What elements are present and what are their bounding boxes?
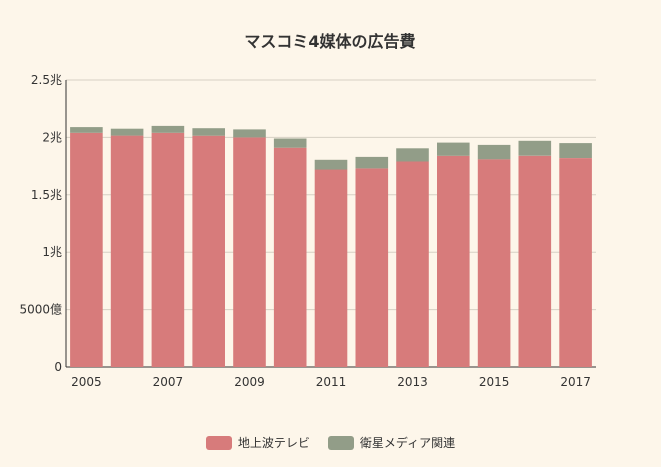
bar-satellite-2012 — [355, 156, 389, 169]
bar-terrestrial-2016 — [518, 155, 552, 367]
y-tick-label: 0 — [54, 360, 62, 374]
bar-satellite-2013 — [396, 148, 429, 162]
y-tick-label: 5000億 — [19, 303, 62, 317]
bar-terrestrial-2008 — [192, 135, 225, 367]
y-tick-label: 1兆 — [42, 245, 62, 259]
x-tick-label: 2009 — [234, 375, 265, 389]
bar-satellite-2015 — [477, 144, 511, 160]
bar-satellite-2005 — [70, 127, 103, 133]
bar-satellite-2009 — [233, 129, 266, 138]
legend-item-terrestrial[interactable]: 地上波テレビ — [205, 434, 310, 451]
x-tick-label: 2013 — [397, 375, 428, 389]
y-tick-label: 2兆 — [42, 130, 62, 144]
bar-terrestrial-2009 — [233, 137, 266, 367]
bar-terrestrial-2014 — [437, 155, 470, 367]
chart-title: マスコミ4媒体の広告費 — [244, 32, 415, 51]
bar-terrestrial-2007 — [151, 132, 185, 367]
bar-satellite-2016 — [518, 140, 552, 156]
legend-label-terrestrial: 地上波テレビ — [237, 436, 310, 450]
x-tick-label: 2015 — [479, 375, 510, 389]
bar-terrestrial-2013 — [396, 161, 429, 367]
legend: 地上波テレビ 衛星メディア関連 — [0, 434, 661, 451]
bar-satellite-2006 — [110, 128, 144, 136]
bar-satellite-2008 — [192, 128, 225, 136]
y-tick-label: 2.5兆 — [31, 73, 62, 87]
legend-swatch-terrestrial — [205, 435, 232, 450]
bar-satellite-2011 — [314, 159, 348, 170]
bar-terrestrial-2005 — [70, 132, 103, 367]
bar-satellite-2014 — [437, 142, 470, 156]
x-tick-label: 2011 — [316, 375, 347, 389]
bar-terrestrial-2011 — [314, 169, 348, 367]
bar-satellite-2010 — [273, 138, 307, 148]
bar-satellite-2007 — [151, 125, 185, 133]
x-tick-label: 2017 — [560, 375, 591, 389]
x-tick-label: 2005 — [71, 375, 102, 389]
bar-satellite-2017 — [559, 143, 592, 158]
bar-terrestrial-2012 — [355, 168, 389, 367]
bar-terrestrial-2006 — [110, 135, 144, 367]
y-tick-label: 1.5兆 — [31, 188, 62, 202]
legend-swatch-satellite — [327, 435, 354, 450]
bar-terrestrial-2017 — [559, 158, 592, 367]
x-tick-label: 2007 — [153, 375, 184, 389]
bar-terrestrial-2010 — [273, 147, 307, 367]
legend-item-satellite[interactable]: 衛星メディア関連 — [327, 434, 456, 451]
bar-terrestrial-2015 — [477, 159, 511, 367]
legend-label-satellite: 衛星メディア関連 — [359, 436, 456, 450]
